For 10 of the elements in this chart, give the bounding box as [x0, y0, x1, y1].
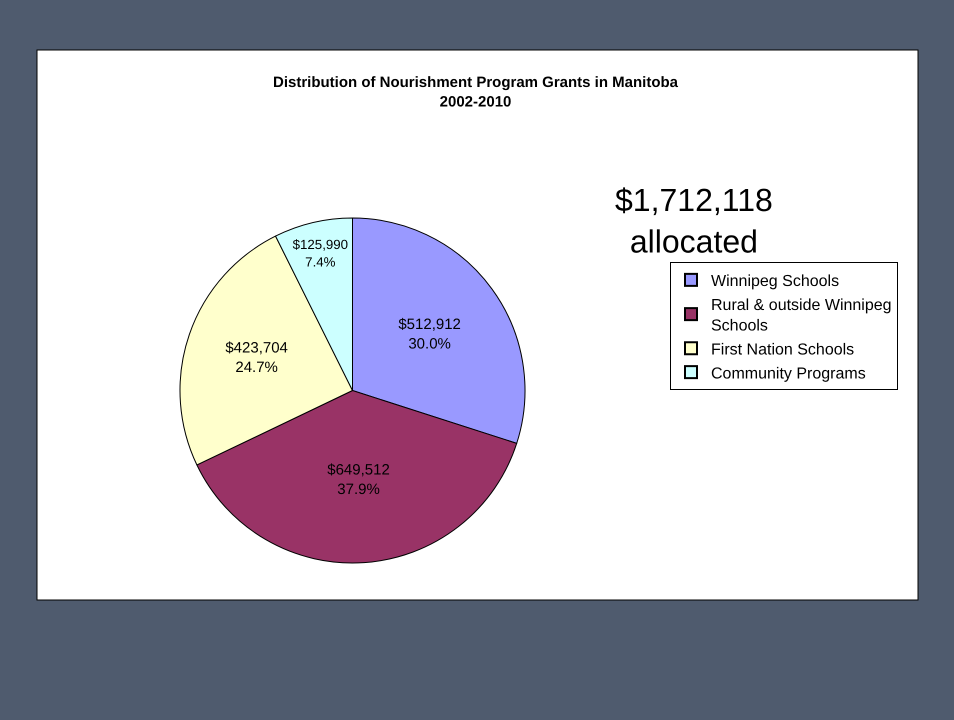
legend-label: Community Programs	[711, 365, 866, 382]
text: $1,712,118 allocated	[615, 182, 773, 260]
data-label: $125,990 7.4%	[292, 237, 348, 270]
data-label: $512,912 30.0%	[398, 316, 461, 353]
data-label: $649,512 37.9%	[327, 461, 390, 498]
chart-title: Distribution of Nourishment Program Grants in Manitoba 2002-2010	[273, 74, 679, 110]
data-label: $423,704 24.7%	[225, 339, 288, 376]
legend-label: Winnipeg Schools	[711, 273, 840, 290]
legend-label: Rural & outside Winnipeg Schools	[711, 296, 892, 335]
legend-label: First Nation Schools	[711, 342, 854, 359]
